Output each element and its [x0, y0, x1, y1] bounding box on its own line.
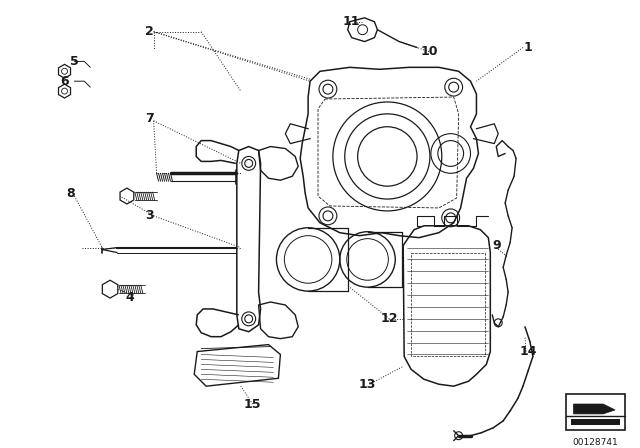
- Text: 5: 5: [70, 55, 79, 68]
- Polygon shape: [573, 404, 615, 414]
- Text: 8: 8: [66, 187, 75, 200]
- Bar: [570, 419, 620, 425]
- Text: 11: 11: [343, 15, 360, 28]
- Bar: [566, 394, 625, 430]
- Text: 3: 3: [145, 209, 154, 222]
- Text: 6: 6: [60, 75, 69, 88]
- Text: 14: 14: [519, 345, 537, 358]
- Text: 13: 13: [359, 378, 376, 391]
- Text: 9: 9: [492, 239, 500, 252]
- Text: 15: 15: [244, 397, 261, 410]
- Text: 4: 4: [125, 291, 134, 304]
- Text: 00128741: 00128741: [572, 438, 618, 447]
- Text: 1: 1: [524, 41, 532, 54]
- Text: 7: 7: [145, 112, 154, 125]
- Text: 2: 2: [145, 25, 154, 38]
- Text: 10: 10: [420, 45, 438, 58]
- Text: 12: 12: [381, 312, 398, 325]
